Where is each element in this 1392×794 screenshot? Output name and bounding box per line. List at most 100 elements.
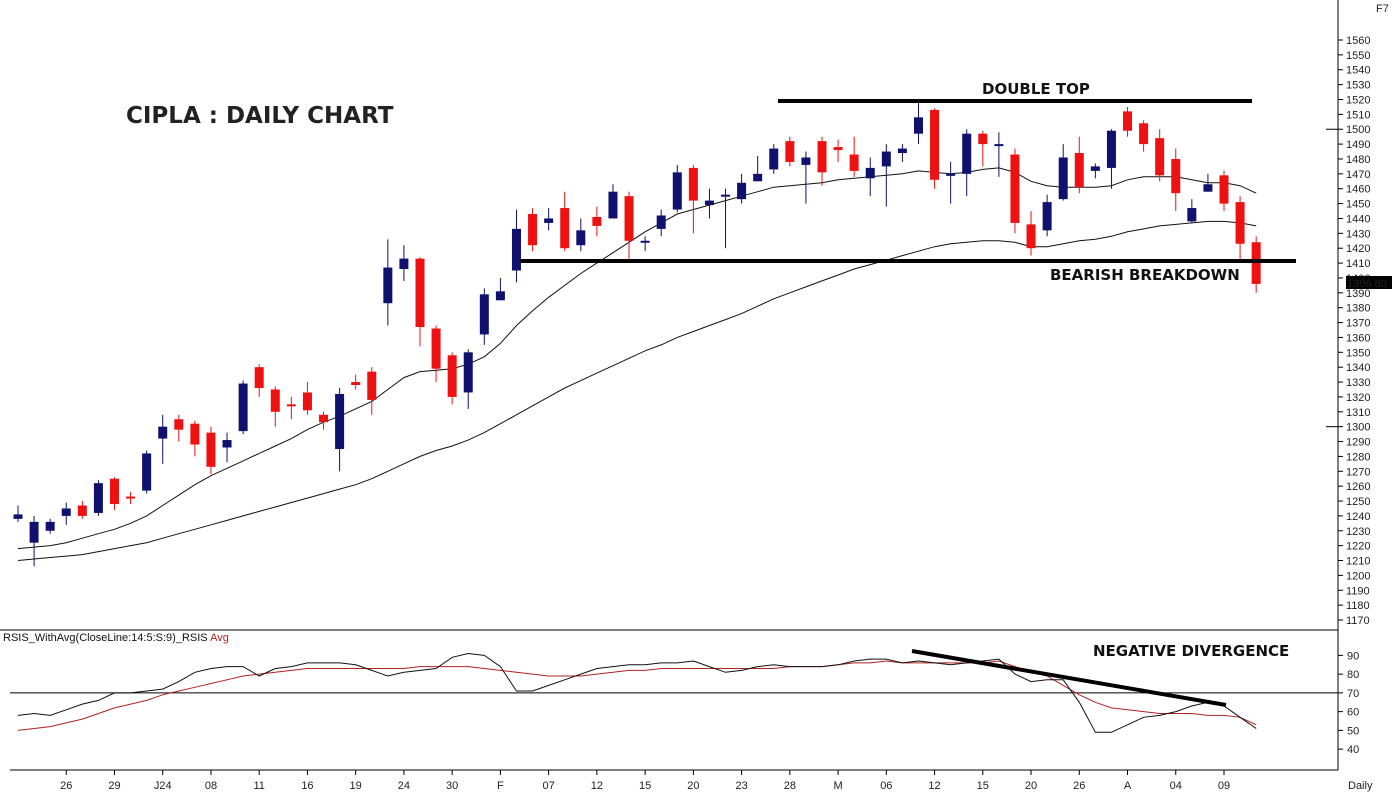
double-top-label: DOUBLE TOP xyxy=(982,80,1090,98)
rsi-lines xyxy=(17,652,1257,733)
rsi-tick-label: 90 xyxy=(1347,650,1359,662)
candle xyxy=(238,380,248,435)
candle xyxy=(109,477,119,510)
candle xyxy=(254,364,264,397)
price-tick-label: 1450 xyxy=(1346,199,1370,211)
rsi-axis: 40 50 60 70 80 90 xyxy=(10,650,1359,756)
candle xyxy=(946,161,956,204)
candle-body xyxy=(656,215,666,229)
candle-body xyxy=(1139,123,1149,145)
candle-body xyxy=(1203,184,1213,192)
candle xyxy=(1026,211,1036,256)
candle xyxy=(576,218,586,252)
candle xyxy=(962,129,972,197)
price-tick-label: 1350 xyxy=(1346,347,1370,359)
candle xyxy=(608,184,618,219)
candle-body xyxy=(624,196,634,241)
chart-frame xyxy=(0,0,1339,771)
candle xyxy=(1106,129,1116,189)
candle xyxy=(158,414,168,464)
candle-body xyxy=(913,117,923,134)
candle xyxy=(913,102,923,145)
candle xyxy=(1090,163,1100,179)
candle xyxy=(737,173,747,204)
candle-body xyxy=(158,426,168,439)
price-tick-label: 1310 xyxy=(1346,407,1370,419)
ma-long-line xyxy=(17,220,1257,561)
date-tick-label: 06 xyxy=(880,780,892,792)
price-tick-label: 1380 xyxy=(1346,303,1370,315)
candle-body xyxy=(270,389,280,412)
candle xyxy=(479,288,489,345)
candle-body xyxy=(946,173,956,176)
price-tick-label: 1330 xyxy=(1346,377,1370,389)
price-tick-label: 1370 xyxy=(1346,318,1370,330)
candle-body xyxy=(415,258,425,328)
candle xyxy=(367,367,377,415)
candle xyxy=(222,432,232,463)
candle xyxy=(399,245,409,281)
candle-body xyxy=(528,214,538,246)
candle-body xyxy=(576,230,586,246)
divergence-label: NEGATIVE DIVERGENCE xyxy=(1093,642,1289,660)
candle-body xyxy=(592,216,602,226)
candle-body xyxy=(495,291,505,301)
date-tick-label: 26 xyxy=(60,780,72,792)
candle-body xyxy=(254,367,264,388)
candle xyxy=(13,505,23,522)
price-tick-label: 1470 xyxy=(1346,169,1370,181)
candle-body xyxy=(77,505,87,516)
candle-body xyxy=(930,109,940,180)
candle xyxy=(383,239,393,326)
candle xyxy=(1139,120,1149,152)
date-tick-label: 16 xyxy=(301,780,313,792)
candle-body xyxy=(672,172,682,210)
date-tick-label: A xyxy=(1124,780,1132,792)
price-tick-label: 1190 xyxy=(1346,585,1370,597)
candle-body xyxy=(560,208,570,249)
candle-body xyxy=(447,355,457,397)
price-tick-label: 1320 xyxy=(1346,392,1370,404)
price-tick-label: 1240 xyxy=(1346,511,1370,523)
candle-body xyxy=(1155,138,1165,176)
candle-body xyxy=(286,404,296,407)
candle xyxy=(142,450,152,494)
candle xyxy=(769,144,779,174)
date-tick-label: 19 xyxy=(350,780,362,792)
price-tick-label: 1530 xyxy=(1346,80,1370,92)
candle xyxy=(463,349,473,409)
candle-body xyxy=(351,382,361,386)
price-tick-label: 1440 xyxy=(1346,213,1370,225)
rsi-tick-label: 60 xyxy=(1347,707,1359,719)
date-tick-label: 26 xyxy=(1073,780,1085,792)
candle xyxy=(721,188,731,249)
candle xyxy=(656,209,666,237)
price-tick-label: 1230 xyxy=(1346,526,1370,538)
date-tick-label: 24 xyxy=(398,780,410,792)
candle-body xyxy=(1010,154,1020,223)
corner-label: F7 xyxy=(1376,3,1389,15)
candlesticks xyxy=(13,102,1261,567)
price-tick-label: 1490 xyxy=(1346,139,1370,151)
date-tick-label: 09 xyxy=(1218,780,1230,792)
candle-body xyxy=(1171,158,1181,194)
date-tick-label: 15 xyxy=(977,780,989,792)
price-tick-label: 1200 xyxy=(1346,570,1370,582)
period-label: Daily xyxy=(1348,780,1373,792)
candle xyxy=(881,144,891,207)
candle xyxy=(753,156,763,182)
candle xyxy=(1042,194,1052,237)
candle-body xyxy=(61,508,71,516)
candle-body xyxy=(190,423,200,445)
candle xyxy=(302,382,312,415)
candle xyxy=(319,411,329,430)
candle-body xyxy=(1026,224,1036,249)
date-tick-label: J24 xyxy=(154,780,172,792)
candle xyxy=(994,132,1004,177)
candle xyxy=(1251,236,1261,293)
candle xyxy=(447,352,457,405)
candle xyxy=(930,108,940,189)
date-tick-label: 12 xyxy=(928,780,940,792)
candle-body xyxy=(640,240,650,243)
